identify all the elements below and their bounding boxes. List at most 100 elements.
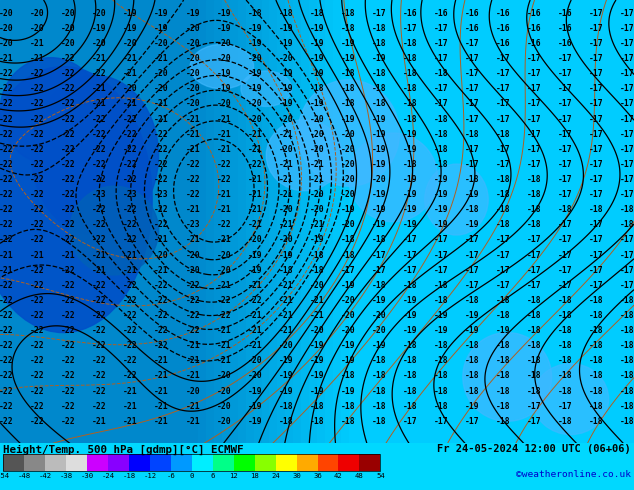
Text: -17: -17	[496, 236, 511, 245]
Text: -17: -17	[434, 236, 449, 245]
Bar	[234, 454, 255, 471]
Text: -18: -18	[558, 371, 573, 380]
Text: -19: -19	[496, 326, 511, 335]
Text: -17: -17	[496, 281, 511, 290]
Bar	[0, 0, 9, 443]
Text: -17: -17	[620, 39, 634, 48]
Text: -17: -17	[465, 99, 480, 108]
Text: -19: -19	[403, 190, 418, 199]
Text: -18: -18	[558, 356, 573, 366]
Bar	[111, 0, 119, 443]
Ellipse shape	[241, 71, 292, 106]
Text: -21: -21	[278, 160, 294, 169]
Text: -19: -19	[340, 115, 356, 123]
Text: -20: -20	[0, 9, 14, 18]
Text: -22: -22	[30, 371, 45, 380]
Text: -18: -18	[620, 402, 634, 411]
Text: -17: -17	[558, 99, 573, 108]
Text: -18: -18	[434, 387, 449, 395]
Text: -17: -17	[620, 190, 634, 199]
Text: -22: -22	[30, 236, 45, 245]
Text: -18: -18	[403, 99, 418, 108]
Text: -22: -22	[185, 326, 200, 335]
Bar	[539, 0, 547, 443]
Text: -21: -21	[154, 371, 169, 380]
Text: -17: -17	[527, 281, 542, 290]
Text: -20: -20	[309, 115, 325, 123]
Text: -21: -21	[92, 266, 107, 275]
Text: -22: -22	[0, 402, 14, 411]
Text: -22: -22	[92, 236, 107, 245]
Text: -17: -17	[496, 115, 511, 123]
Text: -21: -21	[216, 341, 231, 350]
Text: -18: -18	[434, 145, 449, 154]
Text: -22: -22	[92, 205, 107, 214]
Text: -17: -17	[496, 160, 511, 169]
Text: -22: -22	[30, 99, 45, 108]
Text: -20: -20	[0, 24, 14, 33]
Bar	[317, 0, 326, 443]
Text: -21: -21	[278, 326, 294, 335]
Text: -17: -17	[340, 266, 356, 275]
Text: -20: -20	[340, 296, 356, 305]
Text: -20: -20	[278, 115, 294, 123]
Text: -22: -22	[123, 130, 138, 139]
Bar	[276, 454, 297, 471]
Text: -22: -22	[154, 205, 169, 214]
Ellipse shape	[463, 333, 552, 421]
Text: -22: -22	[92, 371, 107, 380]
Text: 24: 24	[271, 473, 280, 479]
Text: -19: -19	[278, 356, 294, 366]
Text: -22: -22	[185, 175, 200, 184]
Text: -17: -17	[465, 266, 480, 275]
Bar	[206, 0, 214, 443]
Text: -22: -22	[92, 402, 107, 411]
Text: -19: -19	[434, 175, 449, 184]
Text: -17: -17	[372, 250, 387, 260]
Text: -16: -16	[558, 9, 573, 18]
Text: -17: -17	[465, 69, 480, 78]
Text: -20: -20	[340, 326, 356, 335]
Text: -21: -21	[123, 69, 138, 78]
Bar	[171, 454, 191, 471]
Bar	[373, 0, 381, 443]
Text: -22: -22	[30, 145, 45, 154]
Text: -22: -22	[123, 236, 138, 245]
Text: -19: -19	[309, 371, 325, 380]
Text: -22: -22	[123, 175, 138, 184]
Text: -17: -17	[558, 54, 573, 63]
Bar	[388, 0, 397, 443]
Text: -22: -22	[154, 160, 169, 169]
Bar	[555, 0, 563, 443]
Text: -17: -17	[496, 266, 511, 275]
Text: -17: -17	[527, 84, 542, 94]
Text: -17: -17	[527, 160, 542, 169]
Text: -22: -22	[92, 160, 107, 169]
Text: -22: -22	[123, 115, 138, 123]
Text: -22: -22	[61, 417, 76, 426]
Text: -19: -19	[309, 69, 325, 78]
Text: -21: -21	[185, 205, 200, 214]
Text: -22: -22	[247, 160, 262, 169]
Text: -19: -19	[372, 341, 387, 350]
Text: -19: -19	[340, 39, 356, 48]
Text: -20: -20	[216, 39, 231, 48]
Text: -20: -20	[61, 24, 76, 33]
Text: -17: -17	[620, 236, 634, 245]
Bar	[610, 0, 619, 443]
Bar	[119, 0, 127, 443]
Text: -22: -22	[61, 266, 76, 275]
Text: -21: -21	[247, 145, 262, 154]
Text: -20: -20	[185, 24, 200, 33]
Bar	[66, 454, 87, 471]
Text: -18: -18	[589, 356, 604, 366]
Text: -38: -38	[60, 473, 73, 479]
Text: -18: -18	[403, 84, 418, 94]
Text: -19: -19	[340, 205, 356, 214]
Text: -18: -18	[465, 296, 480, 305]
Text: -19: -19	[309, 39, 325, 48]
Text: -23: -23	[185, 220, 200, 229]
Text: -19: -19	[372, 205, 387, 214]
Text: -18: -18	[465, 387, 480, 395]
Text: -21: -21	[247, 311, 262, 320]
